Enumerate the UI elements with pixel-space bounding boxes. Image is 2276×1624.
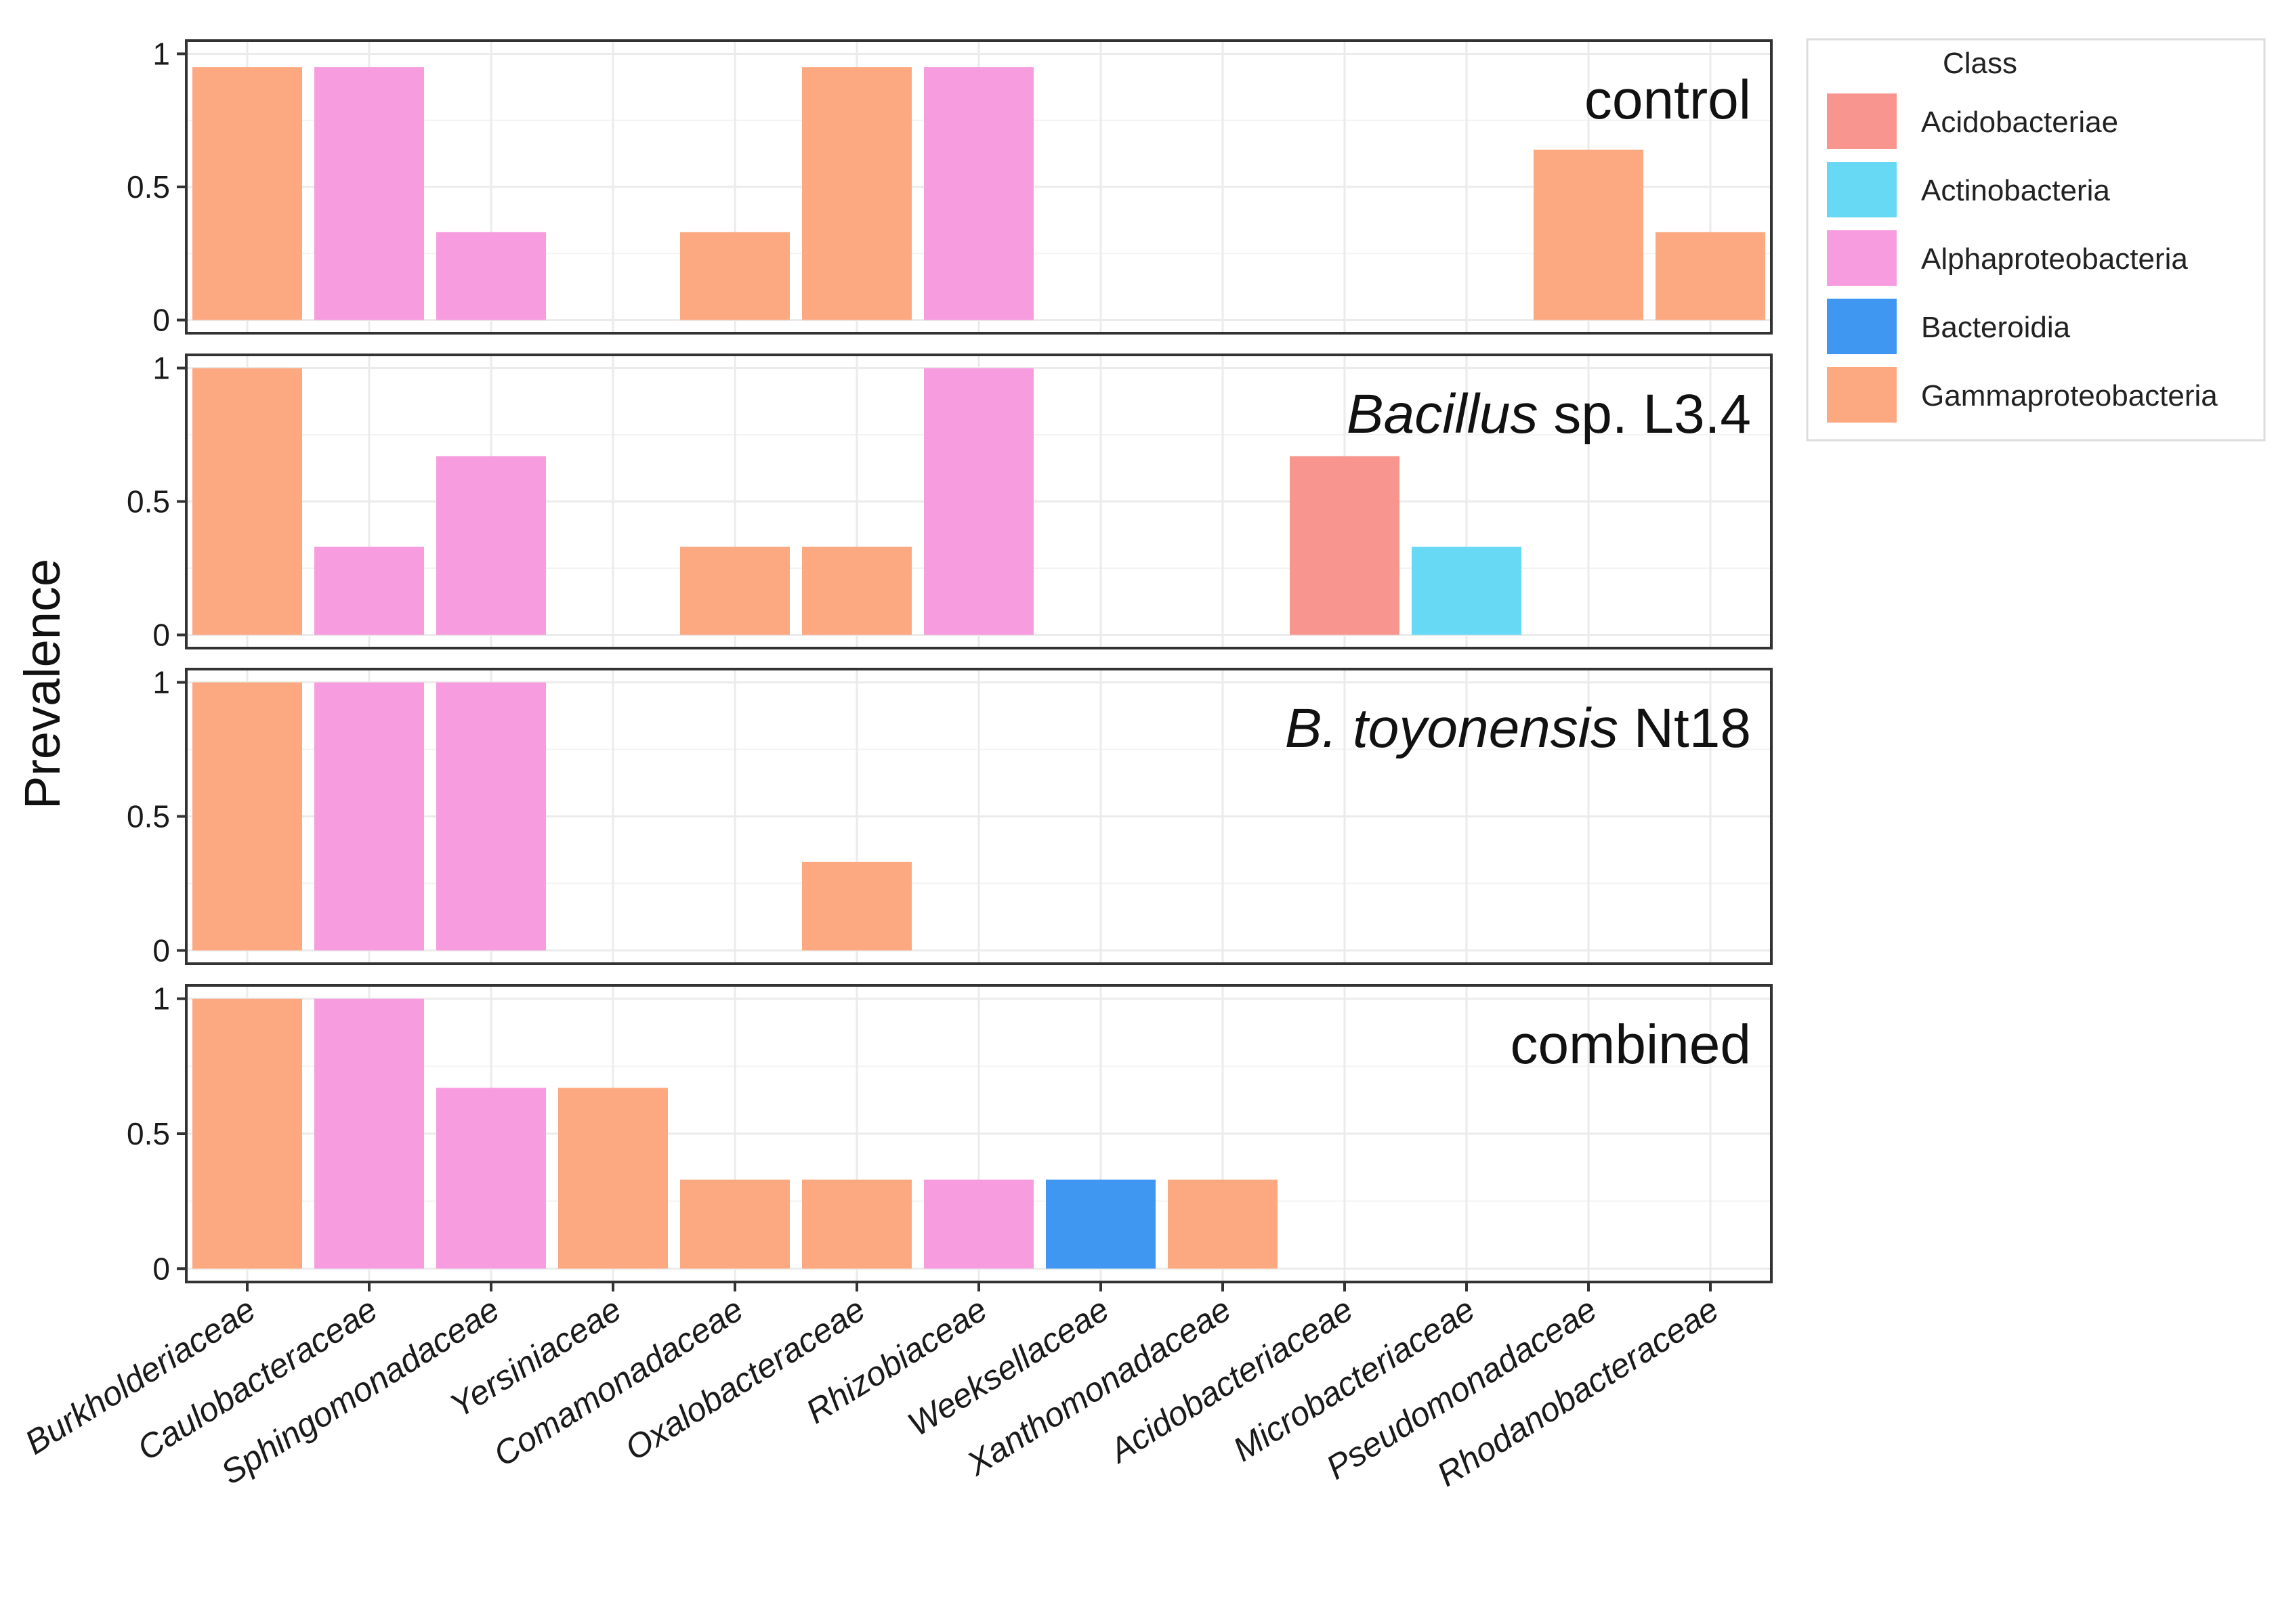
bar-burkholderiaceae — [192, 998, 302, 1269]
y-tick-label: 0 — [152, 303, 170, 338]
legend-label-acidobacteriae: Acidobacteriae — [1921, 106, 2118, 139]
bar-burkholderiaceae — [192, 682, 302, 951]
legend-label-bacteroidia: Bacteroidia — [1921, 311, 2071, 344]
panel-title-text: combined — [1510, 1014, 1751, 1075]
panel-title-text: Nt18 — [1618, 698, 1751, 759]
panel-title-italic: Bacillus — [1347, 383, 1538, 445]
panel-title: B. toyonensis Nt18 — [1285, 698, 1751, 759]
bar-yersiniaceae — [558, 1088, 668, 1269]
bar-rhizobiaceae — [924, 1179, 1034, 1269]
legend: Class Acidobacteriae Actinobacteria Alphapr… — [1806, 38, 2266, 442]
y-tick-label: 1 — [152, 36, 170, 71]
y-tick-label: 0 — [152, 1251, 170, 1286]
bar-caulobacteraceae — [314, 998, 424, 1269]
panel-title: Bacillus sp. L3.4 — [1347, 383, 1751, 445]
panel-title: control — [1584, 69, 1751, 131]
y-tick-label: 0.5 — [127, 799, 170, 834]
bar-burkholderiaceae — [192, 368, 302, 635]
y-tick-label: 1 — [152, 665, 170, 700]
bar-rhizobiaceae — [924, 67, 1034, 320]
y-tick-label: 1 — [152, 981, 170, 1017]
panel-title-italic: B. toyonensis — [1285, 698, 1618, 759]
bar-oxalobacteraceae — [802, 861, 912, 951]
panel-title-text: control — [1584, 69, 1751, 131]
bar-rhizobiaceae — [924, 368, 1034, 635]
y-tick-label: 0.5 — [127, 484, 170, 519]
legend-label-alphaproteobacteria: Alphaproteobacteria — [1921, 242, 2188, 276]
legend-title: Class — [1943, 47, 2017, 80]
legend-label-gammaproteobacteria: Gammaproteobacteria — [1921, 379, 2218, 412]
panel-title: combined — [1510, 1014, 1751, 1075]
legend-swatch-actinobacteria — [1827, 162, 1897, 217]
bar-rhodanobacteraceae — [1656, 232, 1765, 320]
y-tick-label: 0 — [152, 618, 170, 653]
legend-swatch-alphaproteobacteria — [1827, 230, 1897, 286]
bar-pseudomonadaceae — [1534, 149, 1643, 320]
bar-sphingomonadaceae — [436, 232, 546, 320]
bar-acidobacteriaceae — [1290, 456, 1399, 635]
bar-sphingomonadaceae — [436, 1088, 546, 1269]
panel-2: 0 0.5 1 Bacillus sp. L3.4 — [127, 350, 1773, 653]
bar-oxalobacteraceae — [802, 1179, 912, 1269]
bar-caulobacteraceae — [314, 547, 424, 635]
bar-caulobacteraceae — [314, 682, 424, 951]
bar-caulobacteraceae — [314, 67, 424, 320]
bar-microbacteriaceae — [1412, 547, 1521, 635]
legend-label-actinobacteria: Actinobacteria — [1921, 174, 2110, 207]
legend-swatch-acidobacteriae — [1827, 93, 1897, 149]
bar-comamonadaceae — [680, 1179, 790, 1269]
bar-burkholderiaceae — [192, 67, 302, 320]
bar-oxalobacteraceae — [802, 67, 912, 320]
y-tick-label: 0.5 — [127, 169, 170, 205]
bar-comamonadaceae — [680, 232, 790, 320]
y-tick-label: 0 — [152, 933, 170, 968]
y-axis-title: Prevalence — [14, 559, 70, 809]
y-tick-label: 1 — [152, 350, 170, 385]
bar-xanthomonadaceae — [1168, 1179, 1278, 1269]
panel-4: 0 0.5 1 combined — [127, 981, 1773, 1286]
panel-3: 0 0.5 1 B. toyonensis Nt18 — [127, 665, 1773, 968]
bar-sphingomonadaceae — [436, 456, 546, 635]
bar-comamonadaceae — [680, 547, 790, 635]
bar-weeksellaceae — [1046, 1179, 1156, 1269]
legend-swatch-bacteroidia — [1827, 299, 1897, 354]
legend-swatch-gammaproteobacteria — [1827, 367, 1897, 423]
bar-oxalobacteraceae — [802, 547, 912, 635]
panel-1: 0 0.5 1 control — [127, 36, 1773, 338]
bar-sphingomonadaceae — [436, 682, 546, 951]
x-axis: BurkholderiaceaeCaulobacteraceaeSphingom… — [18, 1282, 1725, 1494]
panels-layer: 0 0.5 1 control 0 0.5 1 Bacillus sp. L3.4 0 0.5 1 B… — [127, 36, 1773, 1286]
y-tick-label: 0.5 — [127, 1116, 170, 1151]
panel-title-text: sp. L3.4 — [1538, 383, 1751, 445]
